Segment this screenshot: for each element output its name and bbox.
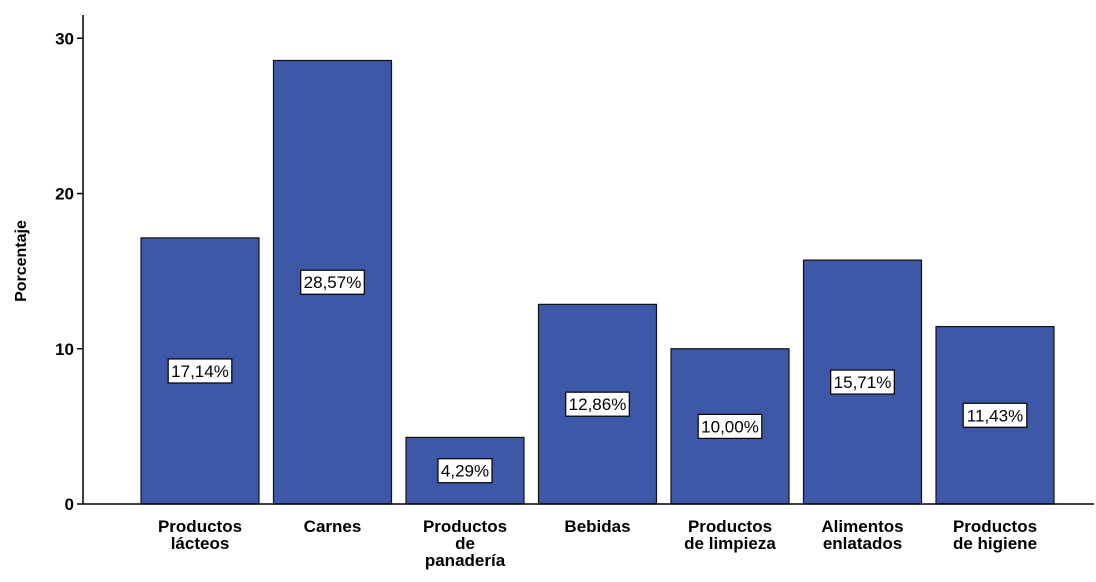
data-label-text: 4,29% (441, 462, 489, 481)
data-label-text: 15,71% (834, 373, 892, 392)
x-category-label: Productos de limpieza (684, 517, 776, 553)
y-tick-label: 30 (55, 29, 74, 48)
x-category-label: Productos lácteos (158, 517, 242, 553)
data-label: 28,57% (300, 269, 365, 295)
data-label-text: 28,57% (304, 273, 362, 292)
y-axis-title: Porcentaje (13, 220, 30, 302)
data-label-box (437, 458, 493, 484)
x-category-labels-group: Productos lácteos Carnes Productos de panader… (158, 517, 1037, 570)
data-label-box (565, 391, 630, 417)
x-category-label: Carnes (304, 517, 362, 536)
y-tick-label: 10 (55, 340, 74, 359)
x-category-label: Productos de higiene (953, 517, 1037, 553)
data-label-box (167, 358, 233, 384)
y-tick-label: 0 (65, 495, 74, 514)
y-tick-label: 20 (55, 185, 74, 204)
data-label: 12,86% (565, 391, 630, 417)
x-category-label: Productos de panadería (423, 517, 507, 570)
data-label: 11,43% (962, 402, 1028, 428)
data-label-box (830, 369, 895, 395)
data-label-text: 17,14% (171, 362, 229, 381)
data-label-box (962, 402, 1028, 428)
data-label-box (697, 413, 763, 439)
data-label: 4,29% (437, 458, 493, 484)
data-label: 10,00% (697, 413, 763, 439)
y-ticks-group: 0 10 20 30 (55, 29, 83, 514)
x-category-label: Bebidas (564, 517, 630, 536)
data-label-text: 12,86% (569, 395, 627, 414)
bars-group (140, 59, 1055, 505)
data-label-text: 10,00% (701, 417, 759, 436)
data-label: 15,71% (830, 369, 895, 395)
x-category-label: Alimentos enlatados (821, 517, 903, 553)
axes-group (82, 15, 1094, 505)
data-labels-group: 17,14% 28,57% 4,29% 12,86% 10,00% 15,71% 11,43… (167, 269, 1028, 484)
data-label-box (300, 269, 365, 295)
data-label: 17,14% (167, 358, 233, 384)
data-label-text: 11,43% (967, 406, 1023, 425)
